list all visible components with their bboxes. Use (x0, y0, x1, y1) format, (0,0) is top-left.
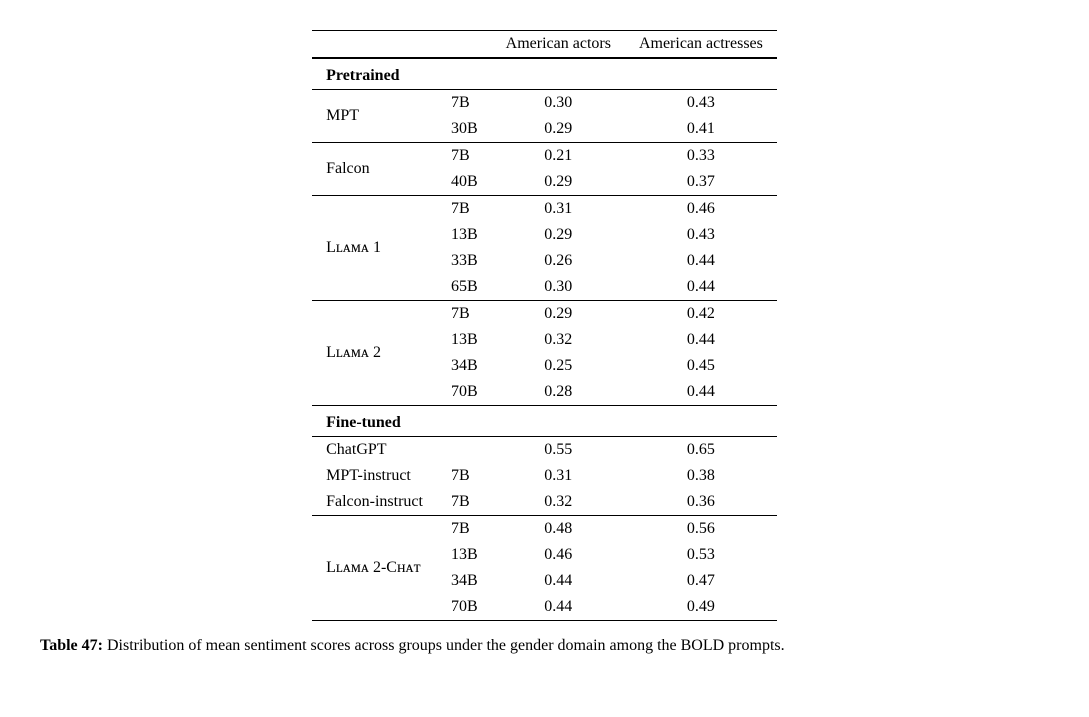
cell-value: 0.33 (625, 143, 777, 169)
caption-text: Distribution of mean sentiment scores ac… (103, 637, 785, 654)
cell-value: 0.25 (492, 353, 625, 379)
cell-size: 13B (437, 327, 492, 353)
cell-value: 0.44 (625, 248, 777, 274)
cell-value: 0.29 (492, 222, 625, 248)
cell-value: 0.29 (492, 301, 625, 327)
cell-value: 0.21 (492, 143, 625, 169)
cell-value: 0.44 (625, 274, 777, 301)
cell-value: 0.44 (492, 594, 625, 621)
cell-size: 13B (437, 542, 492, 568)
cell-value: 0.31 (492, 463, 625, 489)
cell-value: 0.43 (625, 90, 777, 116)
cell-value: 0.29 (492, 169, 625, 196)
cell-value: 0.32 (492, 327, 625, 353)
cell-size: 33B (437, 248, 492, 274)
table-row: Lʟᴀᴍᴀ 2-Cʜᴀᴛ 7B 0.48 0.56 (312, 516, 777, 542)
section-pretrained: Pretrained (312, 59, 777, 90)
table-row: Falcon 7B 0.21 0.33 (312, 143, 777, 169)
cell-value: 0.49 (625, 594, 777, 621)
table-row: MPT 7B 0.30 0.43 (312, 90, 777, 116)
cell-value: 0.65 (625, 437, 777, 463)
model-name-llama1: Lʟᴀᴍᴀ 1 (312, 196, 437, 301)
cell-value: 0.30 (492, 90, 625, 116)
cell-size: 65B (437, 274, 492, 301)
cell-value: 0.48 (492, 516, 625, 542)
table-row: MPT-instruct 7B 0.31 0.38 (312, 463, 777, 489)
col-actors-header: American actors (492, 31, 625, 58)
model-name-mpt-instruct: MPT-instruct (312, 463, 437, 489)
cell-value: 0.31 (492, 196, 625, 222)
cell-value: 0.45 (625, 353, 777, 379)
cell-value: 0.38 (625, 463, 777, 489)
cell-size: 30B (437, 116, 492, 143)
cell-value: 0.43 (625, 222, 777, 248)
cell-value: 0.30 (492, 274, 625, 301)
cell-size: 7B (437, 301, 492, 327)
cell-value: 0.26 (492, 248, 625, 274)
model-name-chatgpt: ChatGPT (312, 437, 437, 463)
cell-size: 7B (437, 489, 492, 516)
cell-value: 0.28 (492, 379, 625, 406)
cell-size: 70B (437, 379, 492, 406)
model-name-falcon-instruct: Falcon-instruct (312, 489, 437, 516)
cell-value: 0.55 (492, 437, 625, 463)
cell-value: 0.53 (625, 542, 777, 568)
cell-value: 0.41 (625, 116, 777, 143)
cell-value: 0.42 (625, 301, 777, 327)
table-row: Lʟᴀᴍᴀ 2 7B 0.29 0.42 (312, 301, 777, 327)
section-finetuned: Fine-tuned (312, 406, 777, 437)
col-size-header (437, 31, 492, 58)
cell-size: 34B (437, 568, 492, 594)
cell-size: 40B (437, 169, 492, 196)
model-name-mpt: MPT (312, 90, 437, 143)
cell-size: 7B (437, 196, 492, 222)
table-row: Lʟᴀᴍᴀ 1 7B 0.31 0.46 (312, 196, 777, 222)
cell-value: 0.29 (492, 116, 625, 143)
cell-size: 70B (437, 594, 492, 621)
cell-value: 0.44 (625, 327, 777, 353)
cell-size: 7B (437, 143, 492, 169)
table-row: Falcon-instruct 7B 0.32 0.36 (312, 489, 777, 516)
cell-value: 0.37 (625, 169, 777, 196)
cell-value: 0.56 (625, 516, 777, 542)
cell-size: 7B (437, 463, 492, 489)
col-actresses-header: American actresses (625, 31, 777, 58)
cell-value: 0.46 (625, 196, 777, 222)
cell-value: 0.36 (625, 489, 777, 516)
model-name-llama2-chat: Lʟᴀᴍᴀ 2-Cʜᴀᴛ (312, 516, 437, 621)
caption-label: Table 47: (40, 637, 103, 654)
table-row: ChatGPT 0.55 0.65 (312, 437, 777, 463)
model-name-falcon: Falcon (312, 143, 437, 196)
model-name-llama2: Lʟᴀᴍᴀ 2 (312, 301, 437, 406)
cell-value: 0.46 (492, 542, 625, 568)
sentiment-table: American actors American actresses Pretr… (312, 30, 777, 621)
cell-size (437, 437, 492, 463)
cell-size: 7B (437, 90, 492, 116)
cell-size: 34B (437, 353, 492, 379)
cell-value: 0.32 (492, 489, 625, 516)
cell-size: 13B (437, 222, 492, 248)
col-model-header (312, 31, 437, 58)
table-caption: Table 47: Distribution of mean sentiment… (40, 635, 1040, 657)
cell-value: 0.44 (625, 379, 777, 406)
cell-value: 0.47 (625, 568, 777, 594)
cell-value: 0.44 (492, 568, 625, 594)
cell-size: 7B (437, 516, 492, 542)
